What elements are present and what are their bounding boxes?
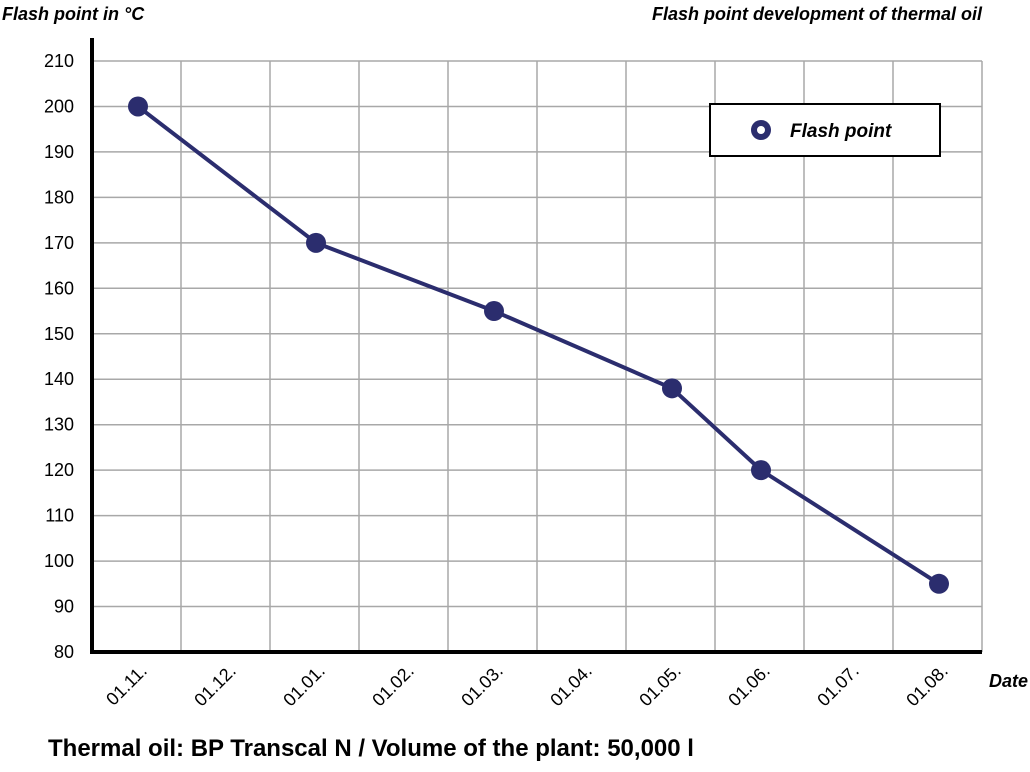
data-point [662,378,682,399]
x-tick-label: 01.02. [368,661,418,711]
legend-box [709,103,941,157]
series-line [136,104,941,586]
data-point [306,232,326,253]
x-tick-label: 01.12. [190,661,240,711]
x-tick-label: 01.04. [546,661,596,711]
x-axis-label: Date [989,671,1028,691]
y-tick-label: 140 [44,369,74,389]
data-point [929,573,949,594]
y-tick-label: 150 [44,324,74,344]
y-tick-label: 160 [44,278,74,298]
data-point [484,301,504,322]
y-tick-label: 210 [44,51,74,71]
x-tick-label: 01.11. [102,661,151,710]
chart-title: Flash point development of thermal oil [652,4,983,24]
series [128,96,949,594]
legend: Flash point [709,103,941,157]
x-tick-labels: 01.11. 01.12. 01.01. 01.02. 01.03. 01.04. 01.0… [102,661,952,711]
y-tick-label: 170 [44,233,74,253]
x-tick-label: 01.06. [724,661,774,711]
y-tick-label: 80 [54,642,74,662]
y-tick-label: 130 [44,415,74,435]
legend-label: Flash point [790,121,892,142]
x-tick-label: 01.08. [902,661,952,711]
x-tick-label: 01.05. [635,661,685,711]
y-tick-label: 100 [44,551,74,571]
legend-marker-dot [757,126,765,134]
y-tick-label: 200 [44,96,74,116]
footer-caption: Thermal oil: BP Transcal N / Volume of t… [48,735,694,762]
data-point [128,96,148,117]
x-tick-label: 01.07. [813,661,863,711]
flash-point-chart: 80 90 100 110 120 130 140 150 160 170 180 190 200 210… [2,4,1028,711]
data-point [751,460,771,481]
axes [90,38,982,654]
y-tick-label: 180 [44,187,74,207]
y-tick-label: 90 [54,597,74,617]
y-tick-label: 110 [45,506,74,526]
x-tick-label: 01.01. [279,661,329,711]
y-tick-label: 190 [44,142,74,162]
y-tick-label: 120 [44,460,74,480]
y-axis-label: Flash point in °C [2,4,145,24]
x-tick-label: 01.03. [457,661,507,711]
y-tick-labels: 80 90 100 110 120 130 140 150 160 170 180 190 200 210 [44,51,74,662]
